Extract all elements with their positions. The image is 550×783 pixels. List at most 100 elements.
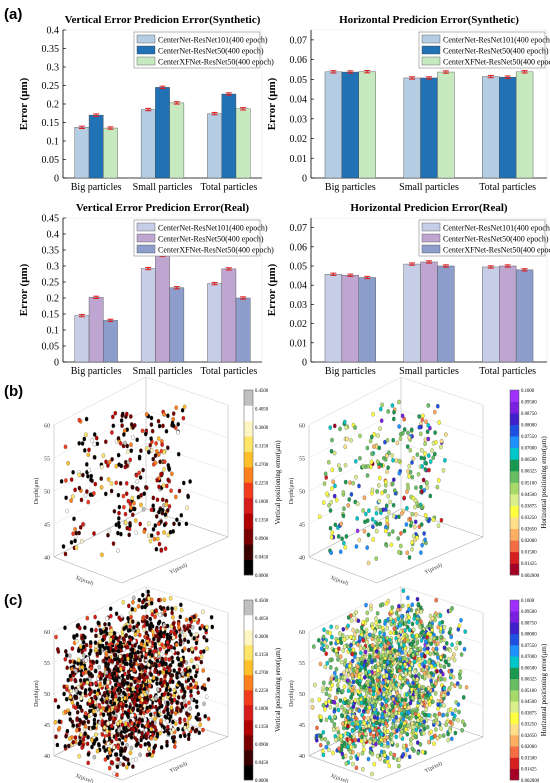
x-tick-label: Small particles — [133, 182, 193, 193]
particle-point — [456, 717, 460, 723]
particle-point — [369, 675, 373, 680]
particle-point — [104, 721, 108, 726]
particle-point — [63, 625, 67, 631]
particle-point — [102, 678, 107, 683]
chart-title: Vertical Error Predicion Error(Real) — [76, 202, 250, 214]
particle-point — [150, 704, 155, 710]
particle-point — [88, 640, 93, 645]
particle-point — [391, 657, 396, 662]
particle-point — [338, 523, 342, 528]
particle-point — [110, 700, 114, 705]
particle-point — [124, 734, 129, 739]
particle-point — [352, 635, 357, 641]
particle-point — [387, 450, 391, 455]
particle-point — [461, 695, 466, 700]
particle-point — [371, 703, 375, 709]
particle-point — [409, 648, 413, 653]
particle-point — [168, 634, 172, 640]
particle-point — [382, 692, 386, 697]
particle-point — [59, 479, 64, 484]
particle-point — [361, 464, 365, 469]
particle-point — [398, 661, 402, 666]
grid-line — [53, 442, 147, 492]
colorbar-bin — [510, 390, 519, 402]
particle-point — [398, 436, 403, 441]
particle-point — [129, 658, 133, 664]
particle-point — [402, 427, 407, 432]
particle-point — [373, 629, 377, 634]
particle-point — [100, 464, 104, 470]
particle-point — [115, 708, 119, 713]
particle-point — [172, 687, 177, 693]
particle-point — [321, 636, 325, 642]
particle-point — [393, 649, 398, 654]
particle-point — [427, 659, 431, 665]
particle-point — [115, 696, 120, 702]
particle-point — [397, 710, 402, 715]
particle-point — [388, 660, 392, 665]
particle-point — [132, 625, 136, 630]
particle-point — [152, 536, 157, 542]
particle-point — [363, 670, 368, 675]
particle-point — [343, 699, 348, 704]
particle-point — [196, 656, 201, 661]
particle-point — [167, 478, 172, 484]
particle-point — [145, 697, 150, 702]
particle-point — [120, 707, 125, 713]
particle-point — [96, 688, 101, 693]
particle-point — [402, 724, 407, 730]
particle-point — [405, 658, 409, 663]
particle-point — [104, 491, 108, 497]
particle-point — [117, 510, 121, 516]
particle-point — [414, 668, 418, 673]
particle-point — [435, 669, 439, 674]
particle-point — [88, 701, 92, 706]
particle-point — [159, 519, 163, 524]
particle-point — [180, 408, 185, 413]
particle-point — [134, 530, 138, 536]
particle-point — [404, 678, 409, 684]
particle-point — [406, 691, 410, 696]
particle-point — [79, 488, 83, 493]
particle-point — [172, 729, 177, 735]
particle-point — [172, 697, 177, 703]
colorbar-bin — [244, 705, 253, 721]
particle-point — [390, 661, 394, 667]
particle-point — [345, 737, 350, 742]
particle-point — [97, 674, 102, 679]
particle-point — [423, 695, 427, 700]
particle-point — [105, 754, 110, 760]
particle-point — [199, 649, 203, 655]
particle-point — [102, 726, 106, 732]
particle-point — [422, 670, 427, 676]
particle-point — [144, 634, 148, 640]
particle-point — [401, 667, 406, 673]
particle-point — [431, 455, 435, 460]
particle-point — [122, 428, 127, 433]
particle-point — [106, 708, 111, 713]
grid-line — [53, 376, 147, 426]
particle-point — [386, 669, 390, 674]
particle-point — [138, 675, 142, 680]
particle-point — [385, 729, 390, 734]
particle-point — [364, 673, 369, 679]
particle-point — [450, 711, 455, 716]
particle-point — [383, 737, 388, 742]
particle-point — [346, 700, 351, 706]
particle-point — [453, 713, 457, 719]
particle-point — [141, 680, 145, 685]
particle-point — [120, 423, 124, 428]
particle-point — [333, 423, 337, 429]
particle-point — [122, 638, 126, 644]
particle-point — [361, 701, 366, 706]
particle-point — [152, 720, 157, 725]
particle-point — [68, 653, 72, 658]
particle-point — [334, 641, 338, 646]
particle-point — [423, 675, 427, 681]
particle-point — [419, 484, 423, 490]
particle-point — [441, 687, 445, 692]
particle-point — [347, 723, 351, 728]
particle-point — [69, 540, 74, 545]
particle-point — [149, 621, 153, 626]
particle-point — [108, 740, 112, 745]
